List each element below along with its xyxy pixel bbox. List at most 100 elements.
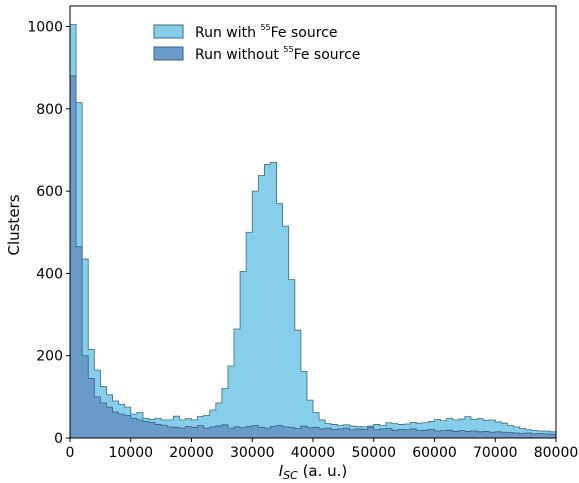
legend-swatch-with-source	[154, 25, 183, 38]
y-axis-label: Clusters	[5, 194, 23, 255]
histogram-bar	[216, 426, 222, 438]
histogram-bar	[198, 426, 204, 438]
histogram-bar	[277, 426, 283, 438]
histogram-bar	[155, 424, 161, 438]
histogram-bar	[337, 429, 343, 438]
histogram-bar	[106, 407, 112, 438]
histogram-bar	[319, 429, 325, 438]
y-tick-label: 200	[36, 349, 63, 365]
histogram-bar	[465, 431, 471, 438]
histogram-bar	[179, 428, 185, 438]
histogram-bar	[234, 427, 240, 438]
histogram-bar	[343, 428, 349, 438]
histogram-bar	[252, 191, 258, 438]
histogram-bar	[410, 429, 416, 438]
x-tick-label: 10000	[108, 445, 153, 461]
histogram-bar	[161, 425, 167, 438]
histogram-bar	[143, 422, 149, 438]
histogram-bar	[210, 427, 216, 438]
x-axis-label: ISC (a. u.)	[279, 462, 348, 482]
histogram-bar	[301, 426, 307, 438]
histogram-bar	[477, 432, 483, 438]
histogram-bar	[82, 356, 88, 438]
x-axis-label-units: (a. u.)	[298, 462, 347, 480]
histogram-bar	[471, 431, 477, 438]
histogram-bar	[386, 429, 392, 438]
histogram-outline	[70, 76, 556, 438]
histogram-bar	[550, 434, 556, 438]
histogram-bar	[70, 76, 76, 438]
histogram-bar	[234, 329, 240, 438]
x-axis-label-subscript: SC	[283, 469, 298, 482]
histogram-bar	[131, 418, 137, 438]
histogram-bar	[277, 203, 283, 438]
histogram-bar	[185, 426, 191, 438]
histogram-bar	[192, 427, 198, 438]
histogram-bar	[331, 429, 337, 438]
histogram-bar	[489, 432, 495, 438]
y-tick-label: 400	[36, 266, 63, 282]
histogram-bar	[283, 427, 289, 438]
histogram-bar	[453, 431, 459, 438]
y-tick-label: 1000	[27, 20, 63, 36]
x-tick-label: 60000	[412, 445, 457, 461]
histogram-bar	[398, 429, 404, 438]
histogram-bar	[349, 430, 355, 438]
histogram-bar	[76, 247, 82, 438]
histogram-bar	[246, 426, 252, 438]
histogram-bar	[544, 434, 550, 438]
histogram-bar	[149, 422, 155, 438]
histogram-bar	[258, 427, 264, 438]
histogram-bar	[526, 433, 532, 438]
histogram-bar	[289, 280, 295, 438]
histogram-bar	[264, 428, 270, 438]
x-tick-label: 80000	[534, 445, 579, 461]
histogram-bar	[94, 397, 100, 438]
legend: Run with 55Fe source Run without 55Fe so…	[154, 23, 360, 63]
histogram-bar	[356, 429, 362, 438]
y-axis-ticks: 0 200 400 600 800 1000	[27, 20, 70, 447]
histogram-series-0	[70, 25, 556, 438]
histogram-bar	[283, 226, 289, 438]
legend-label-without-source: Run without 55Fe source	[195, 45, 360, 63]
histogram-bar	[483, 431, 489, 438]
histogram-bar	[374, 430, 380, 438]
histogram-bar	[404, 430, 410, 438]
legend-label-with-source: Run with 55Fe source	[195, 23, 337, 41]
histogram-bar	[392, 430, 398, 438]
histogram-bar	[252, 426, 258, 438]
x-axis-ticks: 0 10000 20000 30000 40000 50000 60000 70000 8000…	[66, 438, 579, 461]
x-tick-label: 40000	[291, 445, 336, 461]
plot-frame	[70, 6, 556, 438]
histogram-bar	[240, 428, 246, 438]
x-tick-label: 20000	[169, 445, 214, 461]
histogram-bar	[325, 428, 331, 438]
x-tick-label: 50000	[351, 445, 396, 461]
histogram-bar	[380, 429, 386, 438]
histogram-bar	[119, 414, 125, 438]
histogram-bar	[137, 420, 143, 438]
histogram-bar	[513, 433, 519, 438]
histogram-bar	[507, 433, 513, 438]
histogram-bar	[125, 415, 131, 438]
histogram-bar	[258, 176, 264, 438]
histogram-bar	[88, 378, 94, 438]
histogram-bar	[459, 431, 465, 438]
histogram-bar	[173, 427, 179, 438]
x-tick-label: 70000	[473, 445, 518, 461]
histogram-bar	[222, 425, 228, 438]
y-tick-label: 0	[54, 431, 63, 447]
histogram-bar	[501, 432, 507, 438]
histogram-bar	[167, 427, 173, 438]
histogram-bar	[435, 431, 441, 438]
histogram-bar	[313, 427, 319, 438]
histogram-bar	[368, 427, 374, 438]
y-tick-label: 800	[36, 102, 63, 118]
histogram-bar	[240, 271, 246, 438]
histogram-bar	[520, 433, 526, 438]
histogram-bar	[495, 432, 501, 438]
histogram-bar	[295, 330, 301, 438]
histogram-bar	[441, 431, 447, 438]
x-tick-label: 0	[66, 445, 75, 461]
